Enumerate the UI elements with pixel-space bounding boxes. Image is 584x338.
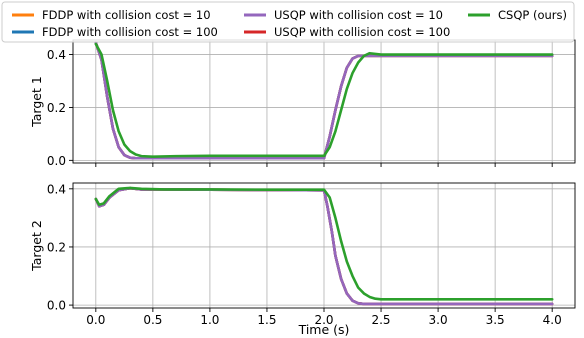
legend-item: USQP with collision cost = 10 [244,8,443,22]
legend-frame [1,1,575,43]
y-tick-label: 0.4 [47,48,66,62]
x-axis-label: Time (s) [298,322,350,337]
legend-item: USQP with collision cost = 100 [244,25,450,39]
grid [73,183,575,308]
series-line [94,42,554,158]
series-group [94,186,554,306]
legend-item: CSQP (ours) [468,8,567,22]
legend-label: USQP with collision cost = 10 [274,8,443,22]
x-tick-label: 1.5 [257,313,276,327]
y-tick-label: 0.2 [47,240,66,254]
x-tick-label: 2.5 [371,313,390,327]
legend-label: CSQP (ours) [498,8,567,22]
legend-label: USQP with collision cost = 100 [274,25,450,39]
legend-item: FDDP with collision cost = 10 [12,8,211,22]
y-axis-label: Target 1 [29,76,44,128]
x-tick-label: 0.0 [86,313,105,327]
legend-label: FDDP with collision cost = 10 [42,8,211,22]
y-tick-label: 0.0 [47,299,66,313]
y-axis-label: Target 2 [29,220,44,272]
x-tick-label: 3.0 [429,313,448,327]
grid [73,40,575,163]
x-tick-label: 0.5 [143,313,162,327]
series-line [94,186,554,301]
target-2-panel: 0.0 0.2 0.4 0.0 0.5 1.0 1.5 2.0 2.5 3.0 3.5 4.0 Targ… [29,182,576,327]
x-tick-label: 3.5 [486,313,505,327]
series-line [94,41,554,160]
legend: FDDP with collision cost = 10 FDDP with c… [1,1,575,43]
y-tick-label: 0.0 [47,154,66,168]
y-tick-label: 0.2 [47,101,66,115]
y-tick-label: 0.4 [47,182,66,196]
legend-item: FDDP with collision cost = 100 [12,25,218,39]
x-tick-label: 2.0 [314,313,333,327]
legend-label: FDDP with collision cost = 100 [42,25,218,39]
series-group [94,41,554,160]
x-tick-label: 4.0 [543,313,562,327]
x-tick-label: 1.0 [200,313,219,327]
